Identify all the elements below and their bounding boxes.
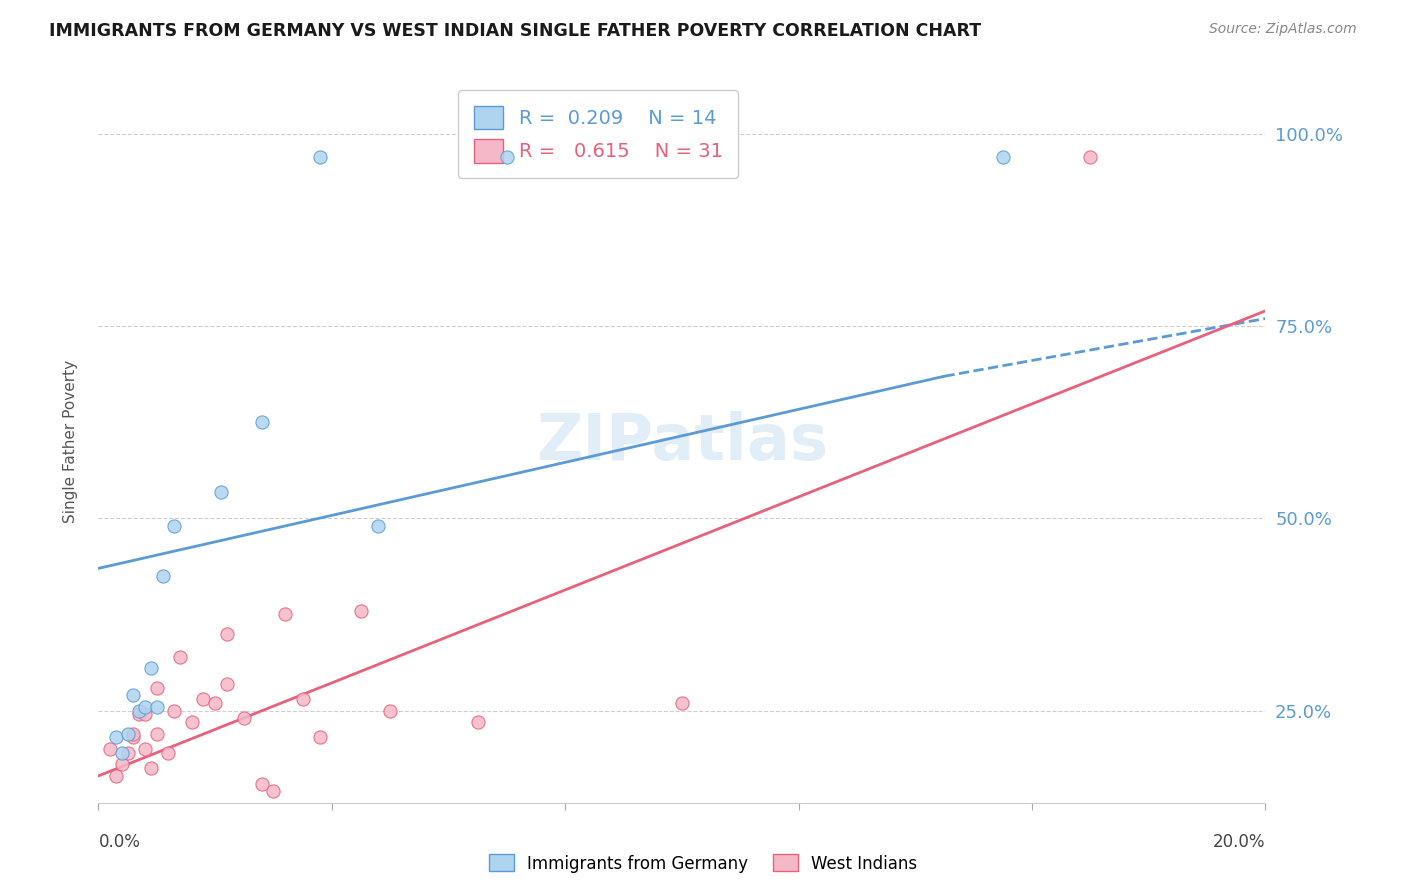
Point xyxy=(134,699,156,714)
Point xyxy=(215,676,238,690)
Point xyxy=(104,769,127,783)
Point xyxy=(104,731,127,745)
Point xyxy=(128,707,150,722)
Point xyxy=(163,519,186,533)
Point xyxy=(233,711,256,725)
Point xyxy=(134,707,156,722)
Point xyxy=(111,757,134,772)
Point xyxy=(146,699,169,714)
Point xyxy=(117,726,139,740)
Point xyxy=(380,704,402,718)
Point xyxy=(671,696,693,710)
Text: ZIPatlas: ZIPatlas xyxy=(536,410,828,473)
Point xyxy=(169,649,191,664)
Point xyxy=(111,746,134,760)
Point xyxy=(274,607,297,622)
Point xyxy=(134,742,156,756)
Point xyxy=(98,742,121,756)
Point xyxy=(139,661,162,675)
Point xyxy=(291,692,314,706)
Point xyxy=(309,731,332,745)
Text: 20.0%: 20.0% xyxy=(1213,833,1265,851)
Point xyxy=(180,715,202,730)
Point xyxy=(991,150,1014,164)
Point xyxy=(117,746,139,760)
Text: Source: ZipAtlas.com: Source: ZipAtlas.com xyxy=(1209,22,1357,37)
Point xyxy=(146,681,169,695)
Point xyxy=(262,784,284,798)
Point xyxy=(122,731,145,745)
Point xyxy=(146,726,169,740)
Point xyxy=(496,150,519,164)
Point xyxy=(309,150,332,164)
Point xyxy=(157,746,180,760)
Point xyxy=(122,688,145,702)
Point xyxy=(128,704,150,718)
Point xyxy=(152,569,174,583)
Point xyxy=(1080,150,1102,164)
Point xyxy=(122,726,145,740)
Point xyxy=(250,415,273,429)
Point xyxy=(367,519,389,533)
Point xyxy=(215,626,238,640)
Point xyxy=(204,696,226,710)
Point xyxy=(350,604,373,618)
Point xyxy=(250,776,273,790)
Y-axis label: Single Father Poverty: Single Father Poverty xyxy=(63,360,77,523)
Point xyxy=(209,484,232,499)
Point xyxy=(163,704,186,718)
Text: 0.0%: 0.0% xyxy=(98,833,141,851)
Text: IMMIGRANTS FROM GERMANY VS WEST INDIAN SINGLE FATHER POVERTY CORRELATION CHART: IMMIGRANTS FROM GERMANY VS WEST INDIAN S… xyxy=(49,22,981,40)
Point xyxy=(193,692,215,706)
Legend: Immigrants from Germany, West Indians: Immigrants from Germany, West Indians xyxy=(482,847,924,880)
Legend: R =  0.209    N = 14, R =   0.615    N = 31: R = 0.209 N = 14, R = 0.615 N = 31 xyxy=(458,90,738,178)
Point xyxy=(139,761,162,775)
Point xyxy=(467,715,489,730)
